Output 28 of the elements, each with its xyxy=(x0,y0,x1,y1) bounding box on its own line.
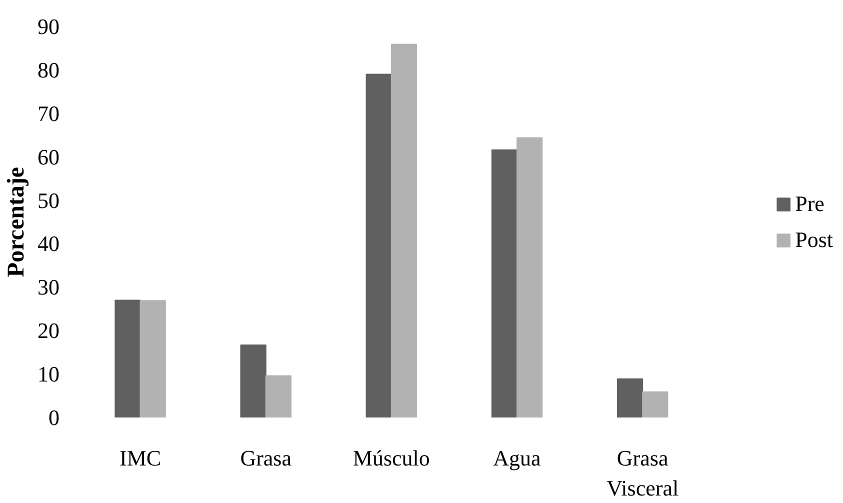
y-tick-label: 50 xyxy=(38,188,60,213)
y-tick-label: 60 xyxy=(38,144,60,170)
bar xyxy=(491,149,518,418)
x-tick-label: Agua xyxy=(493,446,542,470)
bar xyxy=(114,300,141,418)
bar xyxy=(516,137,543,418)
bar xyxy=(366,74,392,418)
y-tick-label: 70 xyxy=(38,100,60,126)
x-tick-label: Grasa xyxy=(240,446,292,470)
x-tick-label: Músculo xyxy=(352,446,430,470)
y-tick-label: 40 xyxy=(38,231,60,256)
bar xyxy=(265,375,292,418)
bar xyxy=(240,344,266,418)
bar xyxy=(140,300,166,418)
y-tick-label: 10 xyxy=(38,362,60,387)
bar xyxy=(616,378,644,418)
legend-label: Post xyxy=(795,226,833,252)
bar xyxy=(642,391,668,418)
x-tick-label: Grasa Visceral xyxy=(606,446,679,500)
y-axis-title: Porcentaje xyxy=(4,166,30,278)
x-tick-label: IMC xyxy=(120,446,162,470)
y-tick-label: 90 xyxy=(38,14,60,39)
y-tick-label: 80 xyxy=(38,57,60,82)
bar xyxy=(390,44,418,418)
legend-label: Pre xyxy=(795,190,824,216)
y-tick-label: 30 xyxy=(38,274,60,300)
y-tick-label: 20 xyxy=(38,318,60,344)
y-tick-label: 0 xyxy=(48,405,60,430)
